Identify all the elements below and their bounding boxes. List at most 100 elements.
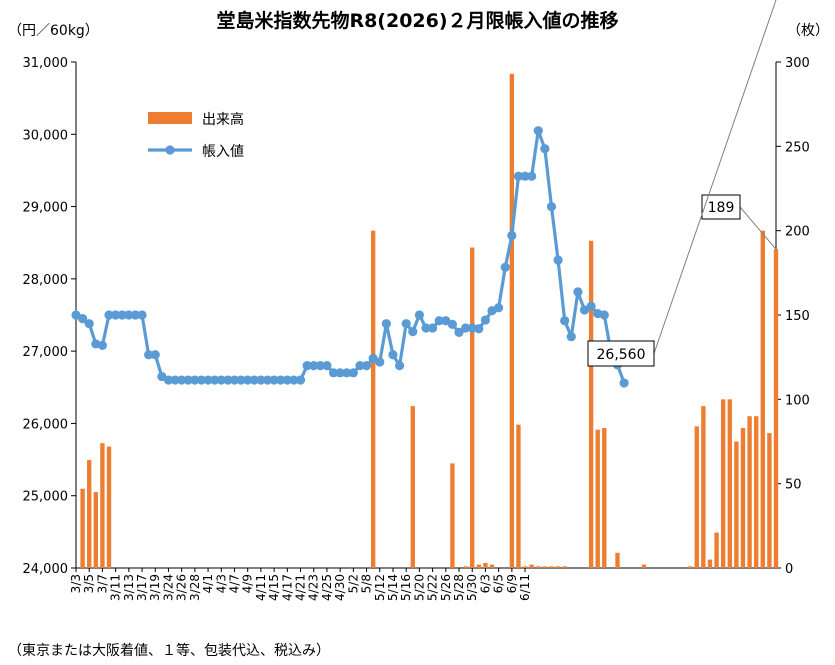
x-tick-label: 6/3 [478, 574, 492, 593]
x-tick-label: 4/9 [241, 574, 255, 593]
volume-bar [687, 566, 693, 568]
volume-bar [588, 240, 594, 568]
price-point [421, 323, 431, 333]
left-tick-label: 24,000 [23, 562, 69, 577]
price-point [117, 310, 127, 320]
right-axis-unit: （枚） [787, 23, 829, 39]
x-tick-label: 3/7 [95, 574, 109, 593]
callout-box [701, 194, 741, 220]
volume-bar [87, 460, 92, 568]
legend-price-marker [165, 145, 175, 155]
left-tick-label: 28,000 [23, 273, 69, 288]
x-tick-label: 4/25 [320, 574, 334, 601]
price-point [500, 262, 510, 272]
right-tick-label: 200 [785, 225, 810, 240]
right-tick-label: 300 [785, 56, 810, 71]
price-point [262, 375, 273, 385]
price-point [289, 375, 299, 385]
x-tick-label: 3/26 [175, 574, 189, 601]
x-tick-label: 3/24 [161, 574, 175, 601]
price-point [494, 303, 504, 313]
price-point [276, 375, 286, 385]
volume-bar [562, 566, 567, 568]
volume-bar [483, 562, 488, 568]
volume-bar [370, 230, 376, 568]
volume-bar [509, 73, 515, 568]
x-tick-label: 4/7 [227, 574, 241, 593]
volume-bar [747, 416, 752, 568]
callout-leader [739, 206, 777, 250]
price-point [124, 310, 134, 320]
volume-bar [767, 433, 772, 568]
volume-bar [470, 247, 475, 569]
left-tick-label: 26,000 [23, 417, 69, 432]
right-tick-label: 100 [785, 393, 810, 408]
price-point [295, 375, 306, 385]
price-point [309, 361, 319, 371]
price-point [573, 287, 583, 297]
x-tick-label: 3/3 [69, 574, 83, 593]
price-point [203, 375, 213, 385]
price-point [447, 319, 458, 329]
x-tick-label: 5/2 [346, 574, 360, 593]
volume-bar [410, 406, 415, 568]
volume-bar [80, 488, 85, 568]
price-point [315, 361, 325, 371]
right-tick-label: 250 [785, 140, 810, 155]
price-point [196, 375, 207, 385]
price-point [434, 316, 444, 326]
volume-bar [701, 406, 706, 568]
left-tick-label: 29,000 [23, 201, 69, 216]
left-tick-label: 31,000 [23, 56, 69, 71]
x-tick-label: 5/30 [465, 574, 479, 601]
price-point [111, 310, 121, 320]
volume-bar [476, 564, 482, 568]
left-tick-label: 30,000 [23, 128, 69, 143]
price-point [586, 301, 596, 311]
volume-bar [450, 463, 455, 568]
price-point [322, 361, 332, 371]
x-tick-label: 4/21 [294, 574, 308, 601]
price-point [183, 375, 193, 385]
price-point [104, 310, 114, 320]
price-point [533, 126, 543, 136]
volume-bar [595, 429, 600, 568]
volume-bar [555, 566, 561, 568]
price-callout-label: 26,560 [597, 347, 646, 363]
price-point [461, 323, 471, 333]
price-point [78, 314, 88, 324]
price-point [144, 350, 154, 360]
left-tick-label: 25,000 [23, 490, 69, 505]
volume-bar [773, 249, 779, 568]
x-tick-label: 3/11 [109, 574, 123, 601]
volume-bar [522, 566, 528, 568]
price-point [619, 378, 629, 388]
price-point [408, 327, 418, 337]
price-point [150, 350, 160, 360]
price-point [454, 327, 464, 337]
price-point [84, 319, 94, 329]
price-point [342, 368, 352, 378]
x-tick-label: 3/28 [188, 574, 202, 601]
price-point [566, 332, 576, 342]
price-point [355, 361, 365, 371]
price-point [302, 361, 312, 371]
volume-bar [549, 566, 554, 568]
x-tick-label: 5/12 [373, 574, 387, 601]
price-point [513, 171, 524, 181]
price-point [480, 315, 491, 325]
price-point [388, 350, 398, 360]
price-point [520, 171, 530, 181]
volume-bar [516, 424, 521, 568]
callout-box [587, 340, 655, 367]
price-point [560, 316, 570, 326]
volume-bar [714, 532, 719, 568]
x-tick-label: 6/9 [505, 574, 519, 593]
volume-bar [740, 428, 746, 568]
x-tick-label: 3/13 [122, 574, 136, 601]
x-tick-label: 5/28 [452, 574, 466, 601]
volume-bar [489, 564, 495, 568]
volume-bar [760, 230, 765, 568]
x-tick-label: 4/3 [214, 574, 228, 593]
